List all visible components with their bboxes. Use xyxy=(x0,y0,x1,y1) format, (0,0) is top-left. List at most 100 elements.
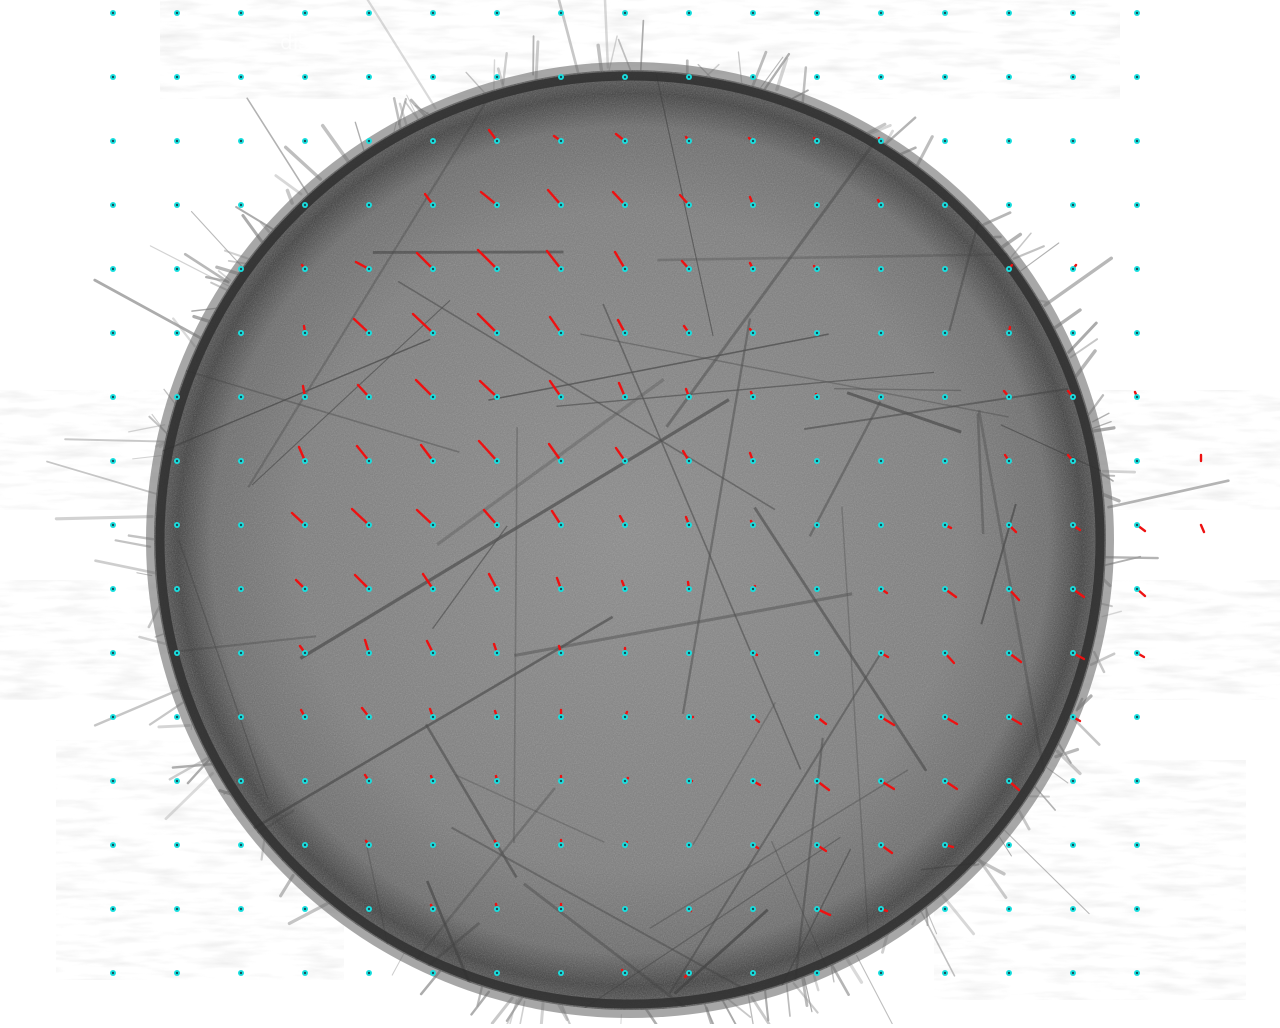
grid-marker xyxy=(494,714,500,720)
grid-marker xyxy=(814,906,820,912)
grid-marker xyxy=(878,266,884,272)
grid-marker xyxy=(814,778,820,784)
grid-marker xyxy=(1006,906,1012,912)
grid-marker xyxy=(1070,458,1076,464)
grid-marker xyxy=(1006,778,1012,784)
grid-marker xyxy=(174,138,180,144)
grid-marker xyxy=(430,74,436,80)
grid-marker xyxy=(494,266,500,272)
grid-marker xyxy=(1134,650,1140,656)
grid-marker xyxy=(1070,138,1076,144)
grid-marker xyxy=(366,906,372,912)
grid-marker xyxy=(494,138,500,144)
grid-marker xyxy=(1070,906,1076,912)
grid-marker xyxy=(622,714,628,720)
grid-marker xyxy=(430,778,436,784)
grid-marker xyxy=(622,522,628,528)
grid-marker xyxy=(494,970,500,976)
grid-marker xyxy=(430,586,436,592)
grid-marker xyxy=(622,202,628,208)
grid-marker xyxy=(686,906,692,912)
grid-marker xyxy=(942,842,948,848)
grid-marker xyxy=(750,10,756,16)
grid-marker xyxy=(110,74,116,80)
grid-marker xyxy=(110,714,116,720)
grid-marker xyxy=(686,202,692,208)
grid-marker xyxy=(174,970,180,976)
grid-marker xyxy=(430,138,436,144)
grid-marker xyxy=(366,778,372,784)
grid-marker xyxy=(366,458,372,464)
grid-marker xyxy=(622,458,628,464)
overlay-title: _dis xyxy=(270,30,309,54)
grid-marker xyxy=(366,330,372,336)
grid-marker xyxy=(558,842,564,848)
grid-marker xyxy=(1070,970,1076,976)
grid-marker xyxy=(942,330,948,336)
grid-marker xyxy=(110,202,116,208)
grid-marker xyxy=(558,202,564,208)
grid-marker xyxy=(558,586,564,592)
grid-marker xyxy=(302,650,308,656)
grid-marker xyxy=(686,970,692,976)
grid-marker xyxy=(238,970,244,976)
grid-marker xyxy=(430,266,436,272)
grid-marker xyxy=(1134,778,1140,784)
grid-marker xyxy=(1134,970,1140,976)
grid-marker xyxy=(1070,10,1076,16)
grid-marker xyxy=(302,586,308,592)
grid-marker xyxy=(1134,74,1140,80)
grid-marker xyxy=(110,906,116,912)
grid-marker xyxy=(814,458,820,464)
grid-marker xyxy=(110,394,116,400)
grid-marker xyxy=(366,266,372,272)
grid-marker xyxy=(558,650,564,656)
grid-marker xyxy=(558,522,564,528)
grid-marker xyxy=(238,394,244,400)
grid-marker xyxy=(878,586,884,592)
grid-marker xyxy=(494,778,500,784)
grid-marker xyxy=(942,650,948,656)
grid-marker xyxy=(942,522,948,528)
grid-marker xyxy=(942,586,948,592)
grid-marker xyxy=(942,202,948,208)
grid-marker xyxy=(558,714,564,720)
grid-marker xyxy=(110,778,116,784)
grid-marker xyxy=(238,138,244,144)
grid-marker xyxy=(750,202,756,208)
grid-marker xyxy=(622,586,628,592)
grid-marker xyxy=(686,586,692,592)
grid-marker xyxy=(686,650,692,656)
grid-marker xyxy=(302,266,308,272)
grid-marker xyxy=(238,586,244,592)
grid-marker xyxy=(238,330,244,336)
grid-marker xyxy=(1134,458,1140,464)
grid-marker xyxy=(878,522,884,528)
grid-marker xyxy=(174,842,180,848)
grid-marker xyxy=(686,714,692,720)
grid-marker xyxy=(1006,522,1012,528)
grid-marker xyxy=(622,138,628,144)
grid-marker xyxy=(1070,202,1076,208)
grid-marker xyxy=(174,522,180,528)
grid-marker xyxy=(686,458,692,464)
grid-marker xyxy=(302,330,308,336)
grid-marker xyxy=(878,10,884,16)
grid-marker xyxy=(110,138,116,144)
grid-marker xyxy=(942,10,948,16)
grid-marker xyxy=(494,906,500,912)
grid-marker xyxy=(174,586,180,592)
grid-marker xyxy=(878,650,884,656)
grid-marker xyxy=(942,714,948,720)
grid-marker xyxy=(430,10,436,16)
grid-marker xyxy=(558,330,564,336)
grid-marker xyxy=(878,778,884,784)
grid-marker xyxy=(430,458,436,464)
grid-marker xyxy=(1070,650,1076,656)
grid-marker xyxy=(814,650,820,656)
grid-marker xyxy=(622,650,628,656)
grid-marker xyxy=(494,202,500,208)
grid-marker xyxy=(366,842,372,848)
grid-marker xyxy=(110,266,116,272)
